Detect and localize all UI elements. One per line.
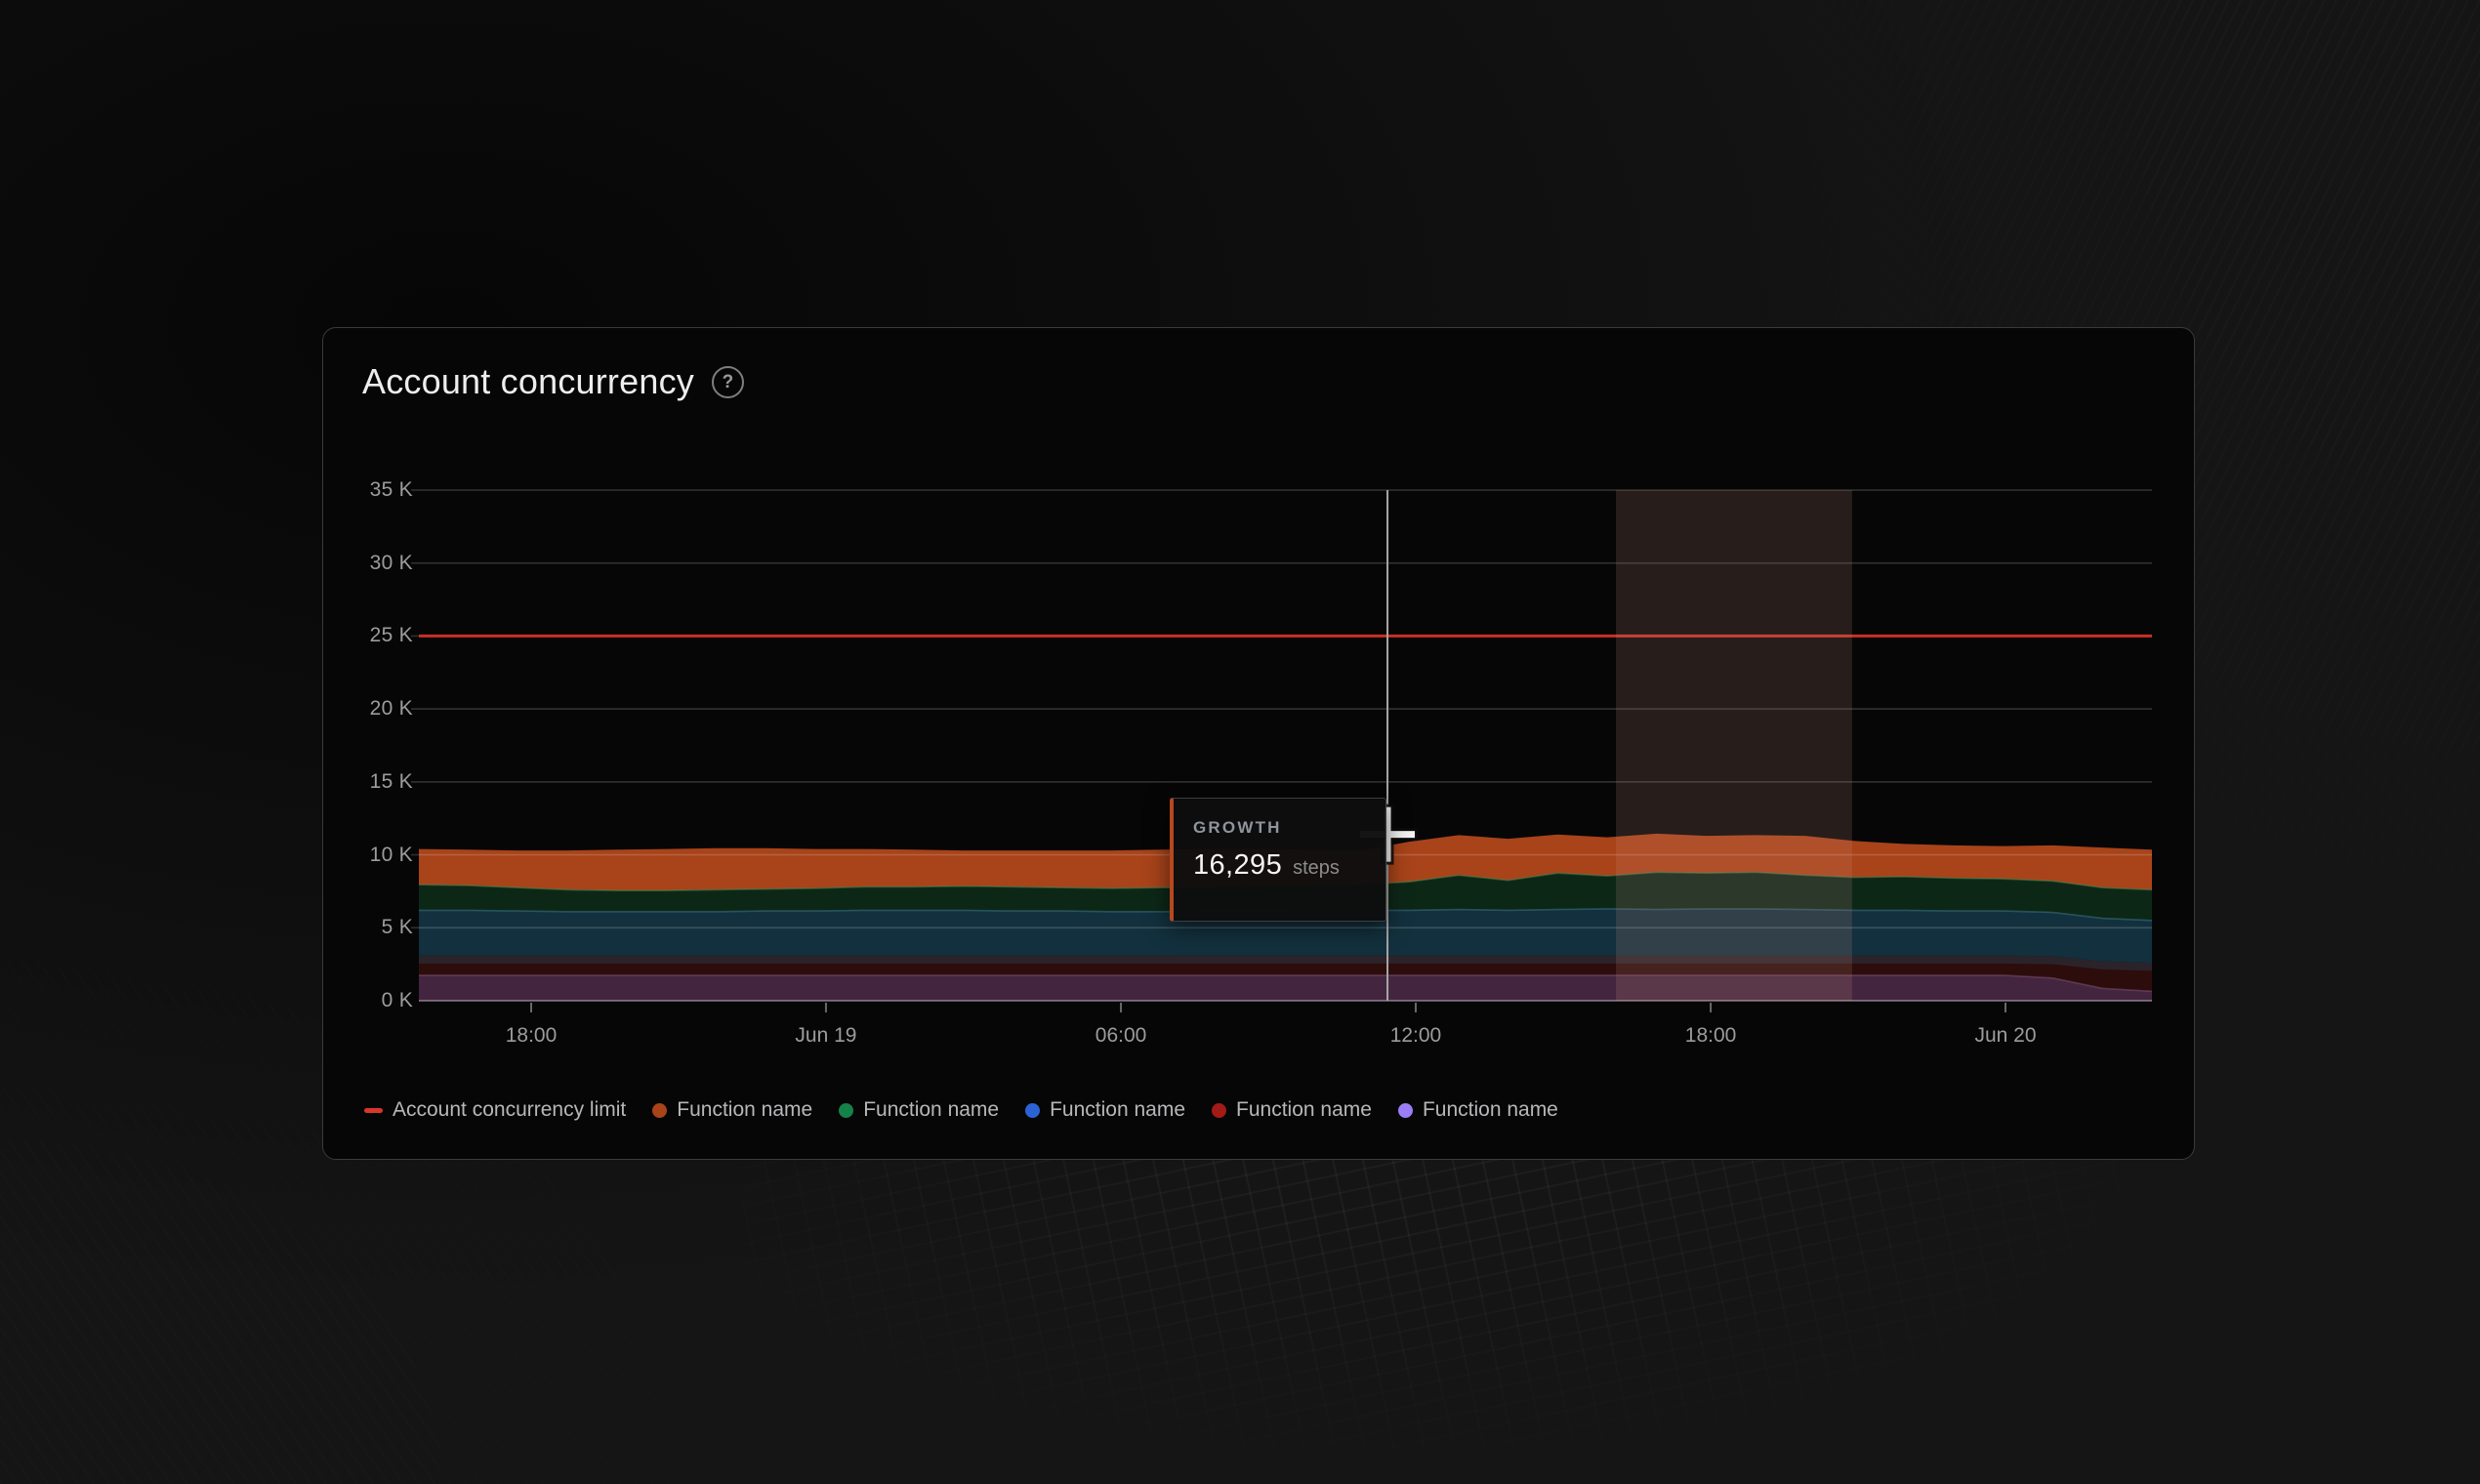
legend-line-swatch-icon: [364, 1107, 383, 1113]
legend-label: Function name: [1236, 1098, 1372, 1121]
background-mesh-pattern-bottom: [742, 1140, 2207, 1484]
x-axis-label: 18:00: [1684, 1024, 1737, 1047]
legend-dot-swatch-icon: [1212, 1102, 1227, 1118]
y-axis-label: 20 K: [369, 697, 413, 721]
tooltip-unit: steps: [1293, 857, 1340, 879]
y-axis-label: 10 K: [369, 843, 413, 866]
account-concurrency-card: Account concurrency ? 35 K 30 K 25 K 20 K 15…: [322, 327, 2195, 1160]
legend-dot-swatch-icon: [839, 1102, 854, 1118]
legend-item[interactable]: Function name: [652, 1098, 812, 1122]
legend-label: Function name: [863, 1098, 1000, 1121]
tooltip-value-row: 16,295 steps: [1193, 849, 1368, 882]
chart-legend: Account concurrency limit Function name Fu…: [364, 1098, 1558, 1122]
legend-label: Function name: [1050, 1098, 1186, 1121]
legend-item[interactable]: Function name: [1212, 1098, 1372, 1122]
highlight-region: [1615, 490, 1852, 1001]
legend-item[interactable]: Function name: [1025, 1098, 1185, 1122]
tooltip-value: 16,295: [1193, 849, 1283, 881]
area-blend-strip: [419, 955, 2152, 971]
card-title: Account concurrency: [362, 361, 694, 401]
plus-cursor[interactable]: [1384, 806, 1391, 862]
y-axis-label: 0 K: [381, 989, 413, 1011]
x-axis-label: 18:00: [505, 1024, 558, 1047]
y-axis-label: 25 K: [369, 624, 413, 647]
legend-item[interactable]: Function name: [1397, 1098, 1558, 1122]
area-edge-stroke: [419, 974, 2153, 993]
y-axis-label: 15 K: [369, 769, 413, 793]
y-axis-label: 30 K: [369, 551, 413, 574]
legend-dot-swatch-icon: [1025, 1102, 1041, 1118]
legend-label: Function name: [677, 1098, 813, 1121]
y-axis-label: 5 K: [381, 916, 413, 939]
legend-item[interactable]: Account concurrency limit: [364, 1098, 626, 1122]
card-header: Account concurrency ?: [362, 361, 744, 402]
tooltip-series-label: GROWTH: [1193, 818, 1282, 837]
legend-dot-swatch-icon: [1397, 1102, 1413, 1118]
x-axis-label: Jun 20: [1974, 1024, 2037, 1047]
concurrency-area-chart[interactable]: [411, 489, 2153, 1022]
help-icon[interactable]: ?: [711, 365, 744, 398]
legend-label: Account concurrency limit: [393, 1098, 627, 1121]
area-series: [419, 974, 2152, 1001]
x-axis-label: 12:00: [1389, 1024, 1442, 1047]
y-axis-label: 35 K: [369, 478, 413, 501]
area-series: [419, 908, 2152, 964]
x-axis-label: 06:00: [1095, 1024, 1147, 1047]
x-axis-label: Jun 19: [795, 1024, 857, 1047]
legend-item[interactable]: Function name: [839, 1098, 999, 1122]
legend-label: Function name: [1422, 1098, 1558, 1121]
area-series: [419, 955, 2152, 992]
legend-dot-swatch-icon: [652, 1102, 668, 1118]
chart-tooltip: GROWTH 16,295 steps: [1170, 798, 1386, 922]
